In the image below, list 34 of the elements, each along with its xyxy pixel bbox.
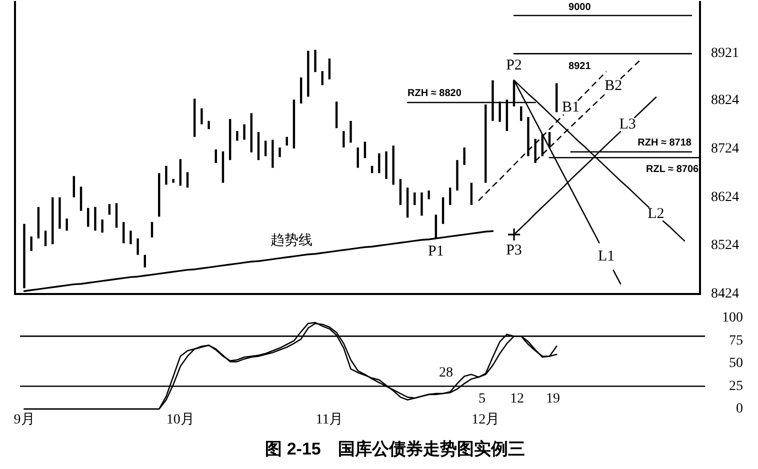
series-label: 趋势线 <box>270 232 313 248</box>
series-label: L3 <box>619 116 636 133</box>
annotation: 19 <box>546 392 560 406</box>
y-tick-label: 8424 <box>711 286 739 302</box>
series-label: RZH ≈ 8820 <box>408 88 462 100</box>
x-tick-label: 11月 <box>316 412 344 428</box>
y-tick-label: 50 <box>729 356 743 371</box>
series-label: L2 <box>648 206 664 222</box>
annotation: 12 <box>510 392 524 406</box>
series-label: RZL ≈ 8706 <box>646 164 700 176</box>
series-label: 8921 <box>568 61 592 72</box>
y-tick-label: 8524 <box>711 238 739 254</box>
y-tick-label: 100 <box>722 310 743 326</box>
annotation: 28 <box>439 366 453 380</box>
y-tick-label: 8824 <box>711 93 739 108</box>
y-tick-label: 8921 <box>711 46 739 62</box>
x-tick-label: 9月 <box>14 412 35 428</box>
y-tick-label: 75 <box>729 333 743 348</box>
series-label: B1 <box>562 100 580 116</box>
annotation: P1 <box>428 243 444 260</box>
annotation: 5 <box>478 392 486 406</box>
series-label: B2 <box>604 78 622 94</box>
annotation: P2 <box>506 57 522 74</box>
y-tick-label: 8624 <box>711 190 739 205</box>
series-label: P3 <box>506 242 522 259</box>
y-tick-label: 0 <box>736 402 743 416</box>
series-label: L1 <box>598 248 615 265</box>
x-tick-label: 12月 <box>472 412 500 428</box>
x-tick-label: 10月 <box>166 412 194 428</box>
series-label: 9000 <box>568 2 592 14</box>
y-tick-label: 8724 <box>711 141 739 156</box>
y-tick-label: 25 <box>729 378 743 394</box>
series-label: RZH ≈ 8718 <box>638 137 692 148</box>
caption: 图 2-15 国库公债券走势图实例三 <box>265 440 525 458</box>
